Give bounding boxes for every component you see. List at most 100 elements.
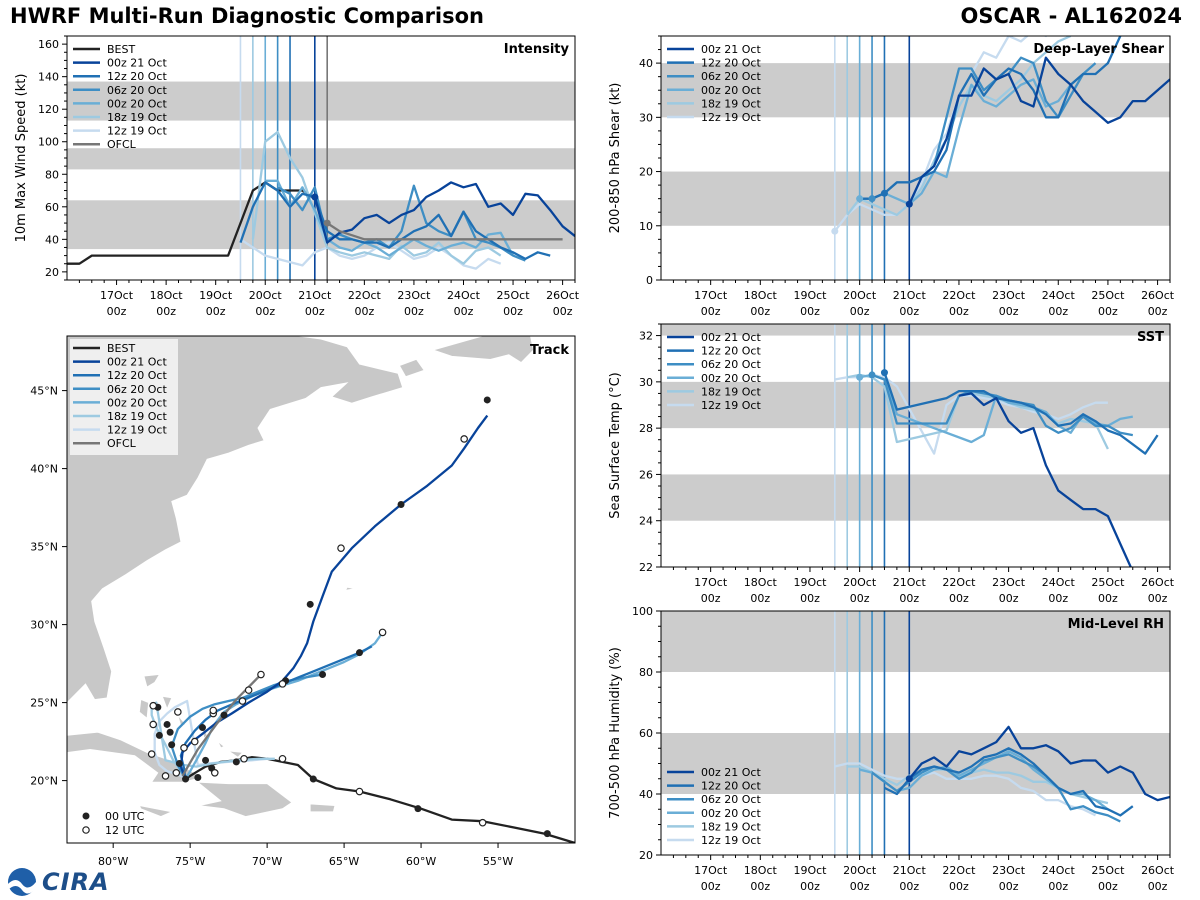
x-tick-label: 20Oct: [843, 289, 877, 302]
legend-entry-best: BEST: [73, 43, 135, 56]
x-tick-label: 26Oct: [546, 289, 580, 302]
marker-legend-12utc: 12 UTC: [82, 824, 145, 837]
y-tick-label: 20: [639, 849, 653, 862]
x-tick-label: 00z: [999, 592, 1019, 605]
plot-area-rh: [661, 611, 1170, 855]
y-tick-label: 40: [45, 233, 59, 246]
x-tick-label: 20Oct: [249, 289, 283, 302]
init-marker-06z-20-oct: [868, 371, 876, 379]
y-tick-label: 40: [639, 57, 653, 70]
x-tick-label: 23Oct: [992, 864, 1026, 877]
land-mass: [228, 750, 244, 758]
y-tick-label: 20: [45, 266, 59, 279]
x-tick-label: 00z: [750, 305, 770, 318]
land-mass: [398, 358, 425, 378]
legend-label: 12z 20 Oct: [701, 780, 761, 793]
track-point-12utc: [478, 818, 487, 827]
track-point-00utc: [166, 728, 174, 736]
legend-label: 06z 20 Oct: [107, 84, 167, 97]
track-point-12utc: [172, 768, 181, 777]
x-tick-label: 26Oct: [1141, 289, 1175, 302]
legend-entry-12z-19-oct: 12z 19 Oct: [73, 424, 167, 437]
legend-label: 00z 21 Oct: [107, 57, 167, 70]
track-point-12utc: [238, 697, 247, 705]
legend-entry-ofcl: OFCL: [73, 437, 137, 450]
legend-entry-00z-20-oct: 00z 20 Oct: [667, 84, 761, 97]
legend-entry-06z-20-oct: 06z 20 Oct: [73, 383, 167, 396]
legend-entry-12z-19-oct: 12z 19 Oct: [667, 111, 761, 124]
legend-entry-18z-19-oct: 18z 19 Oct: [73, 410, 167, 423]
x-tick-label: 00z: [949, 592, 969, 605]
x-tick-label: 24Oct: [1042, 864, 1076, 877]
x-tick-label: 22Oct: [942, 289, 976, 302]
series-line-12z-20-oct: [239, 181, 551, 261]
legend-label: 12z 20 Oct: [107, 369, 167, 382]
y-axis-label: 10m Max Wind Speed (kt): [14, 74, 29, 243]
x-tick-label: 00z: [850, 592, 870, 605]
legend-label: 18z 19 Oct: [107, 111, 167, 124]
y-tick-label: 120: [38, 103, 59, 116]
track-point-12utc: [174, 708, 182, 716]
legend-entry-12z-20-oct: 12z 20 Oct: [667, 345, 761, 358]
threshold-band: [67, 81, 575, 121]
y-tick-label: 20°N: [30, 775, 58, 788]
init-marker-00z-21-oct: [905, 200, 913, 208]
legend-label: 00z 21 Oct: [107, 356, 167, 369]
init-marker-06z-20-oct: [868, 195, 876, 203]
legend-label: 00 UTC: [105, 810, 145, 823]
series-line-ofcl: [326, 222, 563, 241]
x-tick-label: 00z: [107, 305, 127, 318]
noaa-logo-icon: [8, 868, 36, 896]
land-mass: [161, 695, 173, 710]
threshold-band: [67, 148, 575, 170]
y-tick-label: 22: [639, 561, 653, 574]
track-point-00utc: [232, 758, 240, 766]
legend-marker: [82, 826, 90, 834]
land-mass: [432, 336, 534, 364]
legend-label: BEST: [107, 342, 135, 355]
legend-label: 00z 21 Oct: [701, 766, 761, 779]
legend-label: 00z 20 Oct: [701, 372, 761, 385]
x-tick-label: 00z: [1148, 305, 1168, 318]
x-tick-label: 17Oct: [694, 289, 728, 302]
land-mass: [217, 741, 225, 749]
init-marker-00z-20-oct: [856, 373, 864, 381]
legend-entry-18z-19-oct: 18z 19 Oct: [667, 97, 761, 110]
legend-label: 00z 20 Oct: [107, 396, 167, 409]
x-tick-label: 21Oct: [893, 576, 927, 589]
track-point-12utc: [355, 787, 364, 796]
x-tick-label: 19Oct: [793, 864, 827, 877]
land-mass: [67, 731, 204, 783]
chart-track: 80°W 75°W 70°W 65°W 60°W 55°W 20°N 25°N 30°N 35°N…: [30, 335, 576, 868]
legend-label: 12z 19 Oct: [701, 111, 761, 124]
threshold-band: [661, 474, 1170, 521]
x-tick-label: 24Oct: [1042, 289, 1076, 302]
plot-area-sst: [661, 324, 1170, 567]
x-tick-label: 00z: [305, 305, 325, 318]
legend-entry-12z-20-oct: 12z 20 Oct: [667, 57, 761, 70]
y-tick-label: 35°N: [30, 541, 58, 554]
x-tick-label: 17Oct: [694, 864, 728, 877]
x-tick-label: 70°W: [252, 855, 282, 868]
track-point-00utc: [355, 649, 363, 657]
track-point-00utc: [397, 500, 405, 508]
x-tick-label: 19Oct: [793, 576, 827, 589]
track-point-00utc: [155, 731, 163, 739]
legend-entry-18z-19-oct: 18z 19 Oct: [73, 111, 167, 124]
y-tick-label: 140: [38, 71, 59, 84]
y-tick-label: 30: [639, 376, 653, 389]
legend-marker: [82, 812, 90, 820]
x-tick-label: 18Oct: [150, 289, 184, 302]
legend-entry-best: BEST: [73, 342, 135, 355]
track-point-00utc: [163, 720, 171, 728]
x-tick-label: 00z: [999, 880, 1019, 893]
track-point-12utc: [147, 750, 156, 758]
track-point-00utc: [543, 830, 551, 838]
legend-label: 00z 20 Oct: [701, 807, 761, 820]
legend-entry-12z-19-oct: 12z 19 Oct: [667, 399, 761, 412]
init-marker-12z-20-oct: [880, 369, 888, 377]
x-tick-label: 18Oct: [744, 289, 778, 302]
legend-entry-06z-20-oct: 06z 20 Oct: [667, 358, 761, 371]
x-tick-label: 00z: [899, 880, 919, 893]
